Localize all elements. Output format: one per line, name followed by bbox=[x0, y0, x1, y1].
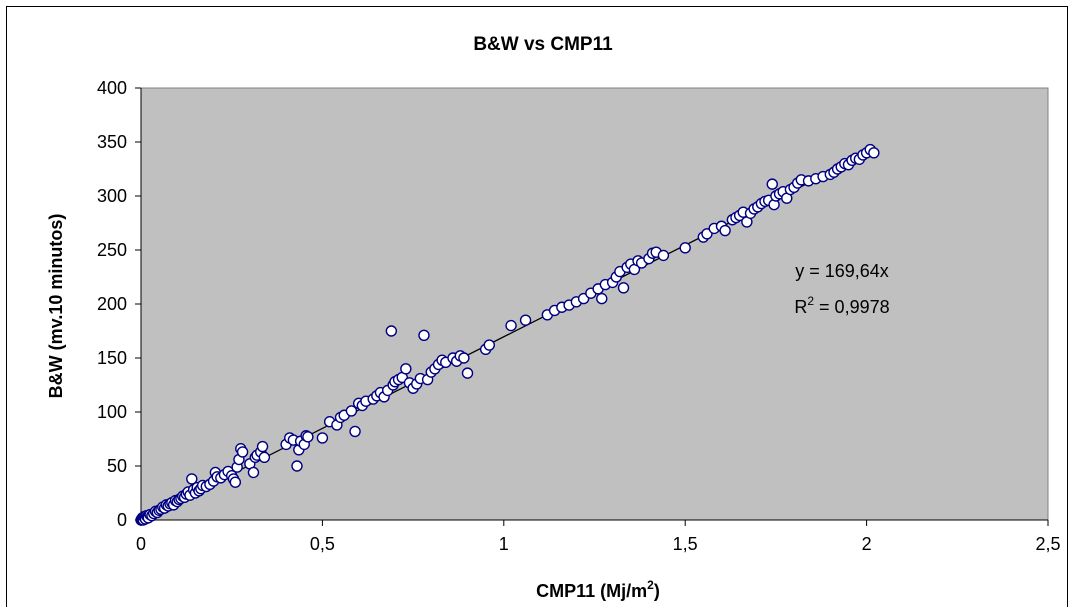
data-point bbox=[247, 466, 260, 479]
data-point bbox=[349, 425, 361, 438]
data-point bbox=[345, 405, 358, 417]
data-point bbox=[291, 460, 303, 472]
plot-area bbox=[140, 87, 1049, 521]
y-axis-title: B&W (mv.10 minutos) bbox=[46, 214, 66, 399]
x-axis-ticks: 0 0,5 1 1,5 2 2,5 bbox=[136, 520, 1061, 554]
data-point bbox=[657, 249, 670, 262]
data-point bbox=[519, 314, 532, 326]
y-tick-label: 150 bbox=[97, 348, 127, 368]
data-point bbox=[868, 147, 880, 159]
data-point bbox=[400, 363, 412, 375]
y-tick-label: 350 bbox=[97, 132, 127, 152]
data-point bbox=[596, 292, 608, 305]
y-tick-label: 400 bbox=[97, 78, 127, 98]
x-axis-title: CMP11 (Mj/m2) bbox=[536, 578, 660, 601]
data-point bbox=[236, 446, 249, 458]
data-point bbox=[385, 325, 398, 337]
y-axis-ticks: 0 50 100 150 200 250 300 350 400 bbox=[97, 78, 141, 530]
data-point bbox=[418, 329, 430, 342]
data-point bbox=[505, 319, 517, 332]
data-point bbox=[186, 473, 198, 485]
x-tick-label: 0 bbox=[136, 534, 146, 554]
y-tick-label: 200 bbox=[97, 294, 127, 314]
r-squared-value: = 0,9978 bbox=[814, 297, 890, 317]
x-axis-title-tail: ) bbox=[654, 581, 660, 601]
y-tick-label: 100 bbox=[97, 402, 127, 422]
x-tick-label: 0,5 bbox=[310, 534, 335, 554]
data-point bbox=[258, 451, 271, 464]
x-axis-title-main: CMP11 (Mj/m bbox=[536, 581, 647, 601]
data-points bbox=[135, 143, 880, 526]
data-point bbox=[461, 367, 474, 379]
x-tick-label: 2 bbox=[862, 534, 872, 554]
data-point bbox=[766, 178, 778, 190]
x-tick-label: 1 bbox=[499, 534, 509, 554]
chart-title: B&W vs CMP11 bbox=[473, 34, 613, 55]
data-point bbox=[256, 440, 269, 453]
x-tick-label: 1,5 bbox=[673, 534, 698, 554]
trendline-equation: y = 169,64x bbox=[795, 261, 889, 281]
data-point bbox=[719, 224, 731, 237]
data-point bbox=[316, 432, 329, 444]
y-tick-label: 50 bbox=[107, 456, 127, 476]
y-tick-label: 0 bbox=[117, 510, 127, 530]
data-point bbox=[458, 352, 470, 364]
data-point bbox=[302, 431, 314, 443]
x-tick-label: 2,5 bbox=[1035, 534, 1060, 554]
data-point bbox=[617, 282, 630, 294]
r-squared-r: R bbox=[794, 297, 807, 317]
y-tick-label: 300 bbox=[97, 186, 127, 206]
data-point bbox=[229, 476, 242, 488]
y-tick-label: 250 bbox=[97, 240, 127, 260]
data-point bbox=[679, 242, 691, 254]
r-squared-sup: 2 bbox=[807, 294, 814, 308]
x-axis-title-sup: 2 bbox=[647, 578, 654, 592]
data-point bbox=[483, 339, 495, 351]
r-squared-label: R2 = 0,9978 bbox=[794, 294, 889, 317]
